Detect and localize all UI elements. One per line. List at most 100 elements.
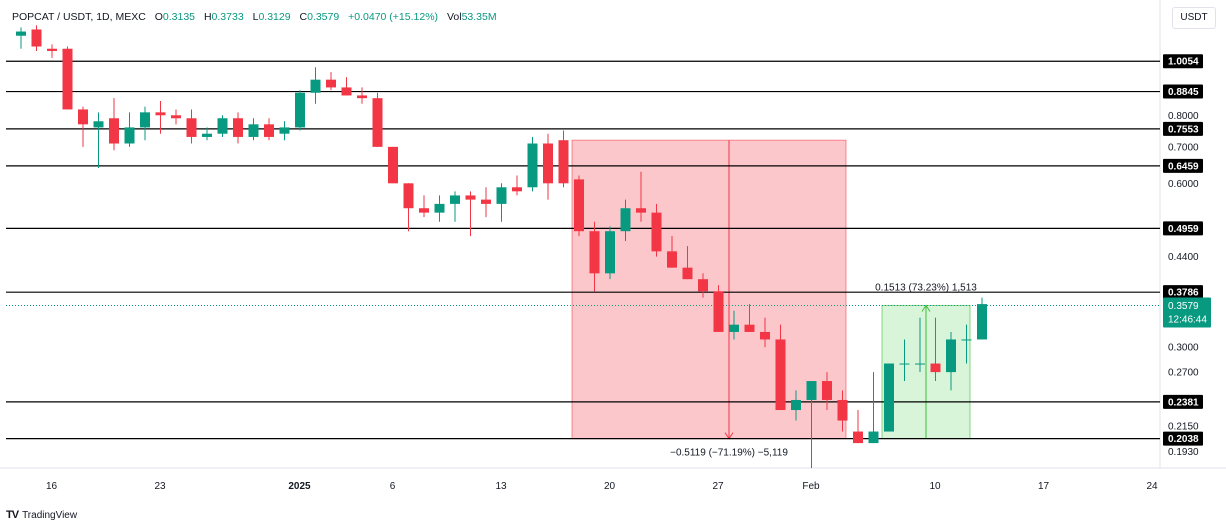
candle-body xyxy=(512,187,522,192)
candle xyxy=(930,317,941,382)
candle xyxy=(264,118,274,141)
candle-body xyxy=(760,331,770,340)
level-price-label: 0.2038 xyxy=(1168,434,1199,445)
candle xyxy=(729,310,739,340)
candle-body xyxy=(310,79,321,93)
candle-body xyxy=(403,183,414,209)
candle-body xyxy=(682,267,693,280)
candle xyxy=(961,324,972,364)
time-tick-label: 16 xyxy=(46,481,58,492)
price-tick-label: 0.2700 xyxy=(1168,368,1199,379)
candle-body xyxy=(419,208,429,213)
time-tick-label: 27 xyxy=(712,481,724,492)
time-tick-label: 23 xyxy=(154,481,166,492)
level-price-label: 0.6459 xyxy=(1168,161,1199,172)
candle xyxy=(78,106,88,147)
level-price-label: 0.2381 xyxy=(1168,397,1199,408)
candle-body xyxy=(388,146,398,184)
symbol-label: POPCAT / USDT, 1D, MEXC xyxy=(12,11,146,23)
candle xyxy=(341,77,352,96)
price-tick-label: 0.2150 xyxy=(1168,421,1199,432)
price-tick-label: 0.3000 xyxy=(1168,343,1199,354)
candle xyxy=(651,203,662,257)
time-tick-label: 6 xyxy=(390,481,396,492)
level-price-tag xyxy=(1163,54,1203,69)
candle-body xyxy=(791,399,801,411)
candle-body xyxy=(202,133,212,137)
price-tick-label: 0.6000 xyxy=(1168,179,1199,190)
candle xyxy=(791,390,801,421)
candle xyxy=(977,297,987,340)
candle-body xyxy=(667,251,677,268)
candle-body xyxy=(248,124,259,137)
candle xyxy=(775,324,786,411)
candle xyxy=(217,115,228,137)
candle-body xyxy=(713,291,724,332)
candle-body xyxy=(31,29,42,47)
price-tick-label: 0.7000 xyxy=(1168,142,1199,153)
level-price-tag xyxy=(1163,221,1203,236)
candle-body xyxy=(589,231,600,274)
candle xyxy=(496,183,507,222)
candle xyxy=(465,191,476,237)
candle xyxy=(16,27,26,49)
time-tick-label: Feb xyxy=(802,481,820,492)
measure-up-label: 0.1513 (73.23%) 1,513 xyxy=(875,282,977,293)
candle xyxy=(760,317,770,348)
candle-body xyxy=(341,87,352,96)
candle-body xyxy=(47,48,57,51)
candle xyxy=(574,175,584,237)
candle xyxy=(450,191,460,222)
candle-body xyxy=(527,143,538,188)
candle xyxy=(868,372,879,444)
candle-body xyxy=(62,48,73,110)
last-price-label: 0.3579 xyxy=(1168,301,1199,312)
candle-body xyxy=(574,179,584,232)
measure-down-box xyxy=(571,139,847,440)
candle-body xyxy=(806,381,817,400)
candle xyxy=(326,72,336,91)
candle xyxy=(124,112,135,147)
candle-body xyxy=(186,118,197,137)
candle xyxy=(403,183,414,232)
time-tick-label: 2025 xyxy=(288,481,311,492)
candle xyxy=(915,317,925,373)
close-value: 0.3579 xyxy=(307,11,340,23)
candle xyxy=(419,195,429,218)
candle-body xyxy=(775,339,786,411)
candle-body xyxy=(620,208,631,232)
level-price-tag xyxy=(1163,394,1203,409)
level-price-tag xyxy=(1163,431,1203,446)
symbol-header: POPCAT / USDT, 1D, MEXC O0.3135 H0.3733 … xyxy=(0,0,1166,36)
candle xyxy=(543,133,553,200)
candle xyxy=(310,67,321,104)
candle-body xyxy=(853,431,863,444)
candle xyxy=(171,109,181,125)
candle-body xyxy=(543,143,553,184)
candle xyxy=(589,221,600,292)
candle xyxy=(279,121,290,141)
countdown-label: 12:46:44 xyxy=(1168,314,1207,325)
open-label: O xyxy=(154,11,163,23)
candle-body xyxy=(93,121,104,128)
candle xyxy=(744,304,755,332)
time-tick-label: 13 xyxy=(495,481,507,492)
volume-value: 53.35M xyxy=(461,11,497,23)
candle-body xyxy=(124,127,135,144)
time-tick-label: 24 xyxy=(1146,481,1158,492)
candle-body xyxy=(636,208,646,213)
price-tick-label: 0.1930 xyxy=(1168,447,1199,458)
candle xyxy=(946,331,956,391)
candle-body xyxy=(16,31,26,36)
high-value: 0.3733 xyxy=(211,11,244,23)
candle xyxy=(822,372,832,411)
candle-body xyxy=(78,109,88,125)
time-tick-label: 10 xyxy=(929,481,941,492)
level-price-label: 0.7553 xyxy=(1168,124,1199,135)
measure-up-arrowhead xyxy=(921,304,931,312)
candle xyxy=(698,273,708,298)
price-tick-label: 0.8000 xyxy=(1168,111,1199,122)
currency-button[interactable]: USDT xyxy=(1172,7,1216,29)
candle-body xyxy=(434,203,445,213)
